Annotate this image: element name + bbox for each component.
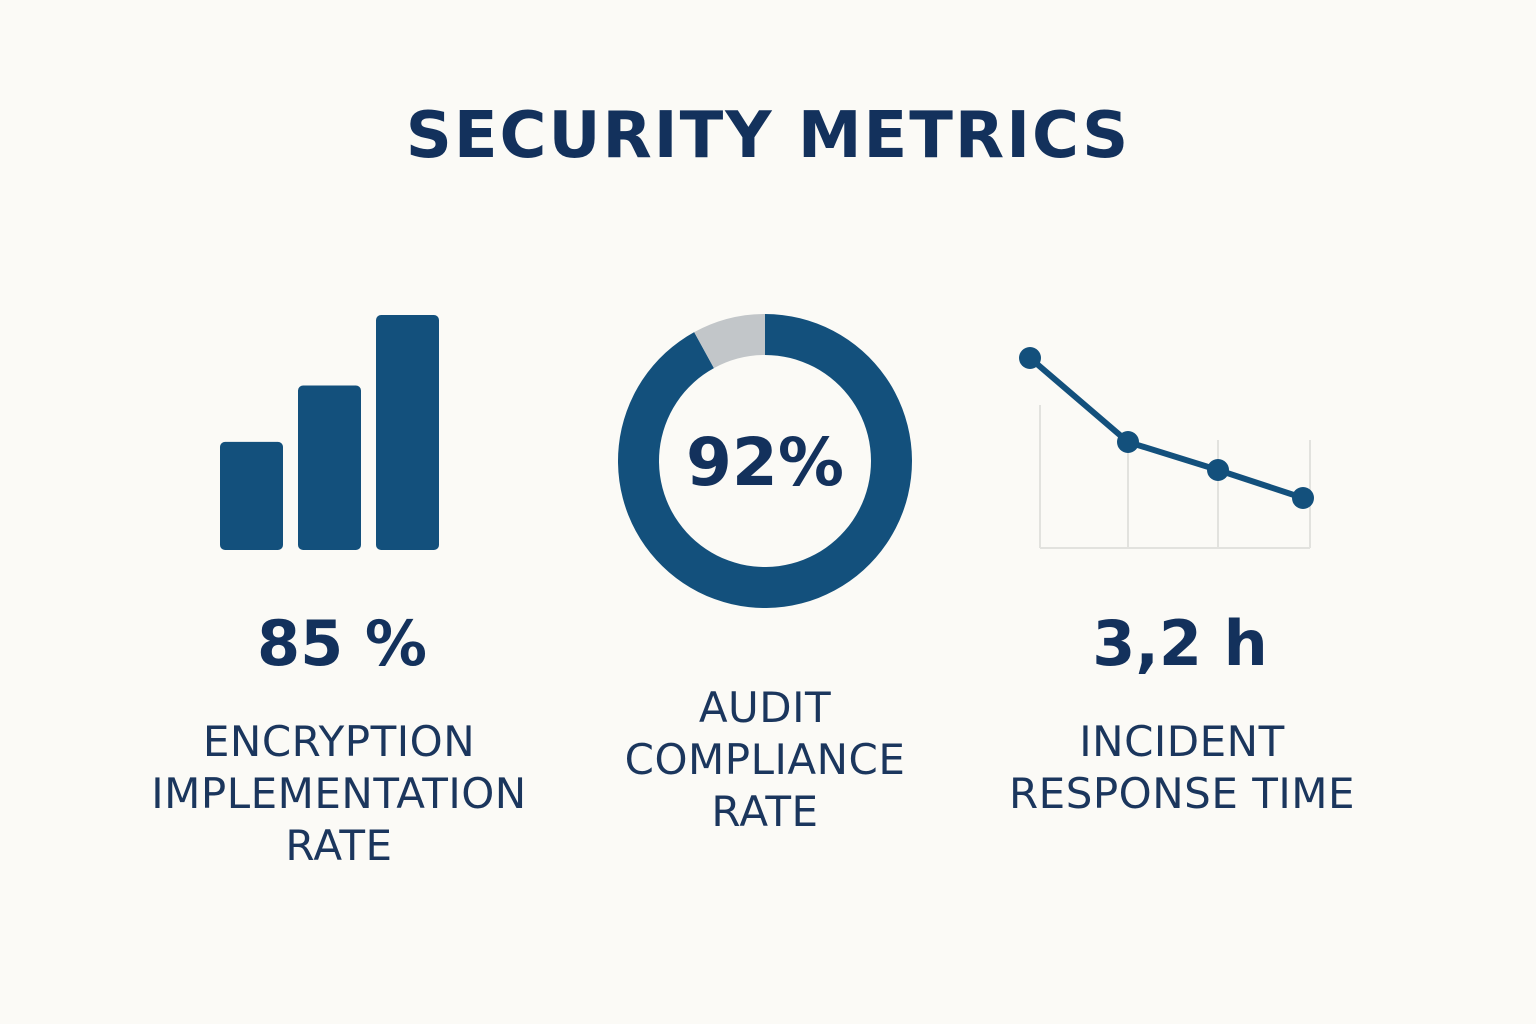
- incident-point: [1019, 347, 1041, 369]
- audit-value: 92%: [686, 424, 844, 501]
- incident-label-line: RESPONSE TIME: [1008, 769, 1356, 818]
- incident-label: INCIDENT RESPONSE TIME: [962, 716, 1402, 820]
- encryption-label-line: IMPLEMENTATION: [151, 769, 527, 818]
- incident-point: [1207, 459, 1229, 481]
- encryption-bar: [376, 315, 439, 550]
- encryption-label-line: RATE: [285, 821, 393, 870]
- encryption-label: ENCRYPTION IMPLEMENTATION RATE: [119, 716, 559, 872]
- encryption-value: 85 %: [257, 607, 427, 680]
- audit-label-line: RATE: [711, 787, 819, 836]
- incident-line-chart: [1019, 347, 1314, 549]
- audit-remainder-slice: [694, 314, 765, 369]
- encryption-bar-chart: [220, 315, 439, 550]
- encryption-bar: [298, 385, 361, 550]
- incident-point: [1292, 487, 1314, 509]
- audit-label: AUDIT COMPLIANCE RATE: [545, 682, 985, 838]
- incident-label-line: INCIDENT: [1079, 717, 1285, 766]
- audit-label-line: AUDIT: [698, 683, 832, 732]
- encryption-bar: [220, 441, 283, 550]
- audit-label-line: COMPLIANCE: [624, 735, 906, 784]
- incident-trend-line: [1027, 355, 1306, 501]
- audit-donut-chart: [618, 314, 912, 608]
- encryption-label-line: ENCRYPTION: [202, 717, 476, 766]
- incident-point: [1117, 431, 1139, 453]
- page-title: SECURITY METRICS: [405, 99, 1131, 173]
- incident-value: 3,2 h: [1092, 607, 1268, 680]
